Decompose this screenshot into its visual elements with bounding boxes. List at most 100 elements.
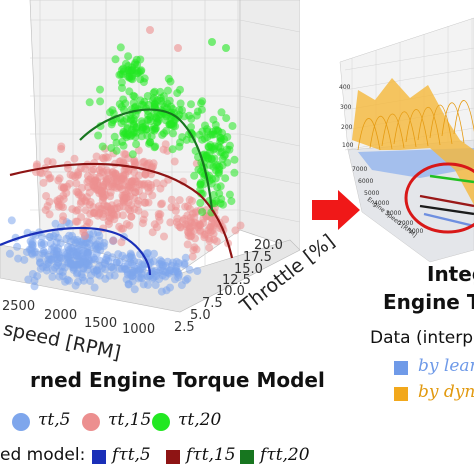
scatter-point (72, 251, 81, 260)
model-marker-f15 (166, 450, 180, 464)
scatter-point (194, 223, 203, 232)
dynamics-ridge-lines (357, 100, 474, 151)
scatter-point (54, 176, 63, 185)
scatter-point (75, 259, 84, 267)
scatter-point (37, 238, 46, 247)
grid-line (239, 19, 300, 33)
scatter-point (206, 161, 214, 169)
y-tick-label: 2.5 (174, 320, 195, 335)
scatter-point (110, 204, 119, 213)
scatter-point (137, 180, 146, 189)
scatter-point (126, 249, 135, 258)
y-tick-label: 5.0 (190, 308, 211, 323)
scatter-point (81, 232, 89, 240)
right-title-line2: Engine T (383, 290, 474, 314)
scatter-point (124, 280, 133, 289)
legend-marker-tau5 (12, 413, 30, 431)
ridge-line (453, 100, 474, 135)
model-label-f20: fτt,20 (260, 445, 310, 465)
right-x-tick: 5000 (364, 190, 380, 197)
scatter-point (32, 160, 41, 169)
scatter-point (13, 242, 22, 251)
scatter-point (66, 260, 75, 269)
scatter-point (135, 171, 143, 180)
scatter-point (159, 129, 168, 138)
scatter-point (132, 183, 140, 192)
model-marker-f20 (240, 450, 254, 464)
x-tick-label: 2500 (2, 299, 36, 314)
scatter-point (141, 198, 150, 207)
legend-marker-tau20 (152, 413, 170, 431)
scatter-point (77, 213, 86, 222)
scatter-point (231, 226, 240, 235)
scatter-point (134, 146, 143, 155)
scatter-point (225, 141, 234, 150)
scatter-point (222, 114, 231, 123)
right-z-tick: 400 (339, 84, 351, 91)
scatter-point (66, 170, 75, 179)
scatter-point (180, 260, 189, 269)
scatter-point (131, 158, 140, 167)
scatter-point (111, 55, 120, 64)
scatter-point (115, 264, 124, 273)
scatter-point (128, 75, 137, 84)
scatter-point (185, 265, 194, 274)
model-marker-f5 (92, 450, 106, 464)
scatter-point (164, 74, 173, 83)
scatter-point (146, 112, 155, 121)
scatter-point (5, 249, 14, 258)
scatter-point (96, 97, 105, 106)
scatter-point (132, 140, 141, 149)
scatter-point (124, 52, 133, 61)
scatter-point (128, 150, 137, 159)
scatter-point (85, 218, 94, 227)
scatter-point (186, 213, 195, 222)
scatter-point (201, 230, 210, 239)
grid-line (239, 209, 300, 223)
scatter-point (112, 146, 121, 155)
scatter-point (196, 198, 205, 207)
scatter-point (180, 215, 189, 223)
scatter-point (230, 168, 239, 177)
scatter-point (119, 141, 128, 150)
scatter-point (150, 126, 159, 135)
scatter-point (139, 123, 147, 132)
scatter-point (92, 152, 101, 161)
scatter-point (183, 274, 192, 283)
scatter-point (192, 111, 201, 120)
scatter-point (112, 138, 121, 147)
y-tick-label: 17.5 (243, 250, 272, 265)
scatter-point (144, 273, 153, 282)
ridge-line (369, 115, 393, 150)
scatter-point (51, 219, 60, 228)
scatter-point (119, 211, 127, 220)
scatter-point (86, 209, 95, 218)
scatter-point (28, 243, 37, 252)
model-curve (0, 226, 152, 276)
y-tick-label: 20.0 (254, 238, 283, 253)
scatter-point (206, 140, 215, 149)
scatter-point (166, 218, 175, 227)
right-legend-title: Data (interp (370, 328, 474, 348)
scatter-point (102, 153, 110, 162)
scatter-point (144, 187, 153, 196)
scatter-point (45, 174, 54, 183)
scatter-point (63, 275, 72, 284)
scatter-point (83, 243, 92, 252)
scatter-point (136, 273, 145, 282)
scatter-point (205, 243, 214, 252)
scatter-point (128, 66, 137, 75)
scatter-point (190, 243, 199, 252)
scatter-point (227, 197, 236, 206)
grid-line (239, 95, 300, 109)
highlight-ellipse (404, 162, 474, 234)
scatter-point (89, 229, 98, 238)
x-tick-label: 1500 (84, 316, 118, 331)
scatter-point (139, 280, 148, 289)
scatter-point (14, 254, 23, 263)
scatter-point (158, 271, 167, 280)
scatter-point (168, 145, 177, 154)
scatter-point (207, 179, 216, 188)
scatter-point (120, 150, 129, 158)
scatter-point (124, 260, 132, 269)
